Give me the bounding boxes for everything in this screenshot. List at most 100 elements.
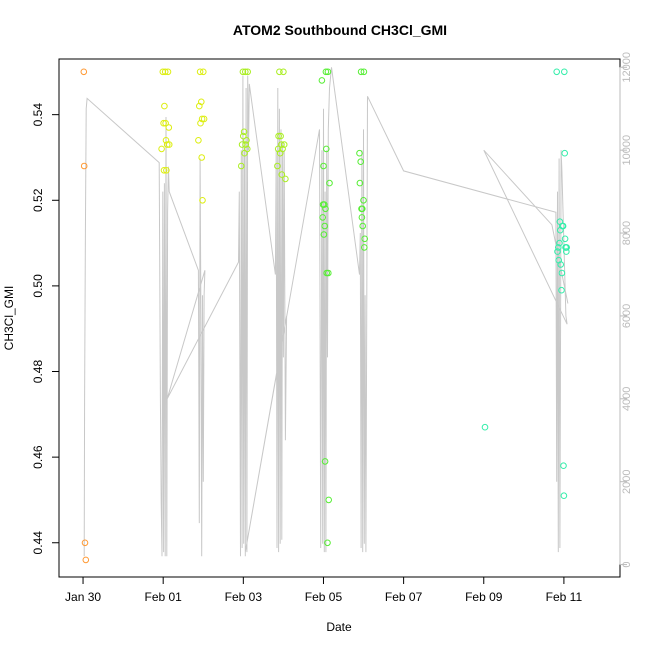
y-tick-label: 0.50	[31, 274, 45, 298]
data-point	[162, 137, 170, 144]
data-point	[239, 68, 247, 76]
y-tick-label: 0.46	[31, 445, 45, 469]
data-point	[318, 77, 326, 84]
data-point	[359, 222, 367, 230]
data-point	[561, 235, 569, 243]
data-point	[325, 496, 333, 504]
data-point	[561, 68, 568, 76]
x-tick-label: Feb 05	[305, 590, 343, 604]
data-point	[360, 197, 367, 204]
data-point	[164, 68, 172, 76]
data-point	[558, 269, 566, 277]
data-point	[80, 68, 88, 76]
data-point	[323, 145, 330, 153]
data-point	[160, 167, 168, 174]
data-point	[199, 197, 206, 204]
data-point	[280, 68, 287, 76]
y2-tick-label: 10000	[621, 135, 633, 166]
data-point	[563, 244, 571, 251]
data-point	[324, 539, 331, 547]
data-point	[321, 222, 329, 230]
x-tick-label: Jan 30	[65, 590, 101, 604]
data-point	[322, 205, 329, 213]
plot-frame	[58, 58, 621, 578]
data-point	[197, 119, 204, 127]
data-point	[196, 68, 204, 76]
data-point	[321, 458, 329, 465]
data-point	[557, 261, 565, 268]
y-tick-label: 0.52	[31, 188, 45, 212]
data-point	[81, 539, 89, 547]
data-point	[553, 68, 561, 76]
y-tick-label: 0.44	[31, 531, 45, 555]
data-point	[278, 171, 286, 178]
data-point	[326, 179, 333, 187]
data-point	[282, 175, 289, 183]
data-point	[324, 68, 332, 76]
data-point	[238, 162, 245, 170]
data-point	[325, 269, 332, 277]
chart-title: ATOM2 Southbound CH3Cl_GMI	[233, 22, 447, 38]
data-point	[560, 462, 567, 470]
data-point	[560, 492, 568, 500]
y2-axis: 0 2000 4000 6000 8000 10000 12000	[619, 52, 633, 568]
data-point	[359, 205, 366, 213]
x-tick-label: Feb 01	[145, 590, 183, 604]
data-point	[558, 286, 565, 294]
data-point	[277, 132, 284, 140]
data-point	[195, 137, 202, 144]
data-point	[240, 128, 248, 136]
data-point	[244, 145, 251, 153]
data-point	[559, 222, 567, 230]
data-point	[320, 162, 327, 170]
data-point	[198, 154, 205, 161]
data-point	[244, 68, 251, 76]
data-point	[161, 68, 169, 76]
data-point	[80, 162, 88, 170]
data-point	[275, 132, 282, 140]
data-point	[322, 68, 330, 76]
altitude-line	[83, 67, 569, 557]
y2-tick-label: 2000	[621, 469, 633, 493]
data-point	[555, 244, 562, 251]
data-point	[360, 68, 368, 76]
data-point	[274, 162, 281, 170]
data-point	[361, 235, 369, 243]
data-point	[561, 149, 569, 157]
data-point	[278, 141, 285, 148]
y-tick-label: 0.48	[31, 360, 45, 384]
y2-tick-label: 4000	[621, 387, 633, 411]
data-point	[356, 179, 364, 187]
y-axis: 0.44 0.46 0.48 0.50 0.52 0.54	[31, 103, 60, 555]
points-layer	[80, 68, 571, 564]
x-tick-label: Feb 11	[546, 590, 583, 604]
data-point	[357, 158, 365, 165]
x-tick-label: Feb 09	[465, 590, 503, 604]
data-point	[240, 132, 247, 140]
y-axis-label: CH3Cl_GMI	[2, 286, 16, 351]
data-point	[242, 141, 249, 148]
y-tick-label: 0.54	[31, 103, 45, 127]
data-point	[163, 167, 170, 174]
data-point	[357, 68, 365, 76]
data-point	[279, 145, 286, 153]
data-point	[238, 141, 246, 148]
data-point	[319, 214, 327, 221]
data-point	[200, 115, 208, 123]
data-point	[563, 248, 570, 255]
data-point	[242, 68, 249, 76]
y2-tick-label: 0	[621, 562, 633, 568]
data-point	[361, 244, 368, 251]
data-point	[165, 124, 173, 131]
data-point	[320, 231, 328, 238]
x-axis: Jan 30 Feb 01 Feb 03 Feb 05 Feb 07 Feb 09 Feb …	[65, 576, 583, 604]
data-point	[162, 119, 169, 127]
data-point	[554, 248, 561, 255]
data-point	[198, 115, 206, 123]
data-point	[198, 98, 205, 106]
data-point	[276, 68, 283, 76]
data-point	[481, 423, 489, 431]
altitude-line-layer	[83, 67, 569, 557]
data-point	[243, 137, 250, 144]
